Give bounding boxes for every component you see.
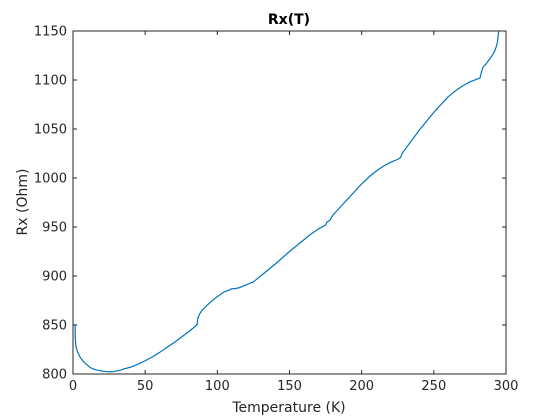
x-tick-label: 50 (137, 379, 154, 394)
y-tick-label: 850 (42, 319, 67, 334)
x-tick-label: 150 (277, 379, 302, 394)
y-tick-label: 950 (42, 221, 67, 236)
axis-ticks (72, 30, 507, 375)
x-tick-label: 250 (421, 379, 446, 394)
y-tick-label: 800 (42, 368, 67, 383)
y-tick-label: 1100 (34, 74, 67, 89)
y-tick-label: 1150 (34, 25, 67, 40)
y-tick-label: 1000 (34, 172, 67, 187)
x-tick-label: 0 (69, 379, 77, 394)
plot-area (72, 30, 507, 375)
y-tick-label: 1050 (34, 123, 67, 138)
series-line (74, 30, 500, 373)
x-tick-label: 300 (494, 379, 519, 394)
y-axis-label: Rx (Ohm) (15, 169, 31, 236)
x-axis-label: Temperature (K) (231, 400, 345, 416)
x-tick-label: 100 (205, 379, 230, 394)
x-tick-label: 200 (349, 379, 374, 394)
y-tick-label: 900 (42, 270, 67, 285)
axis-tick-labels: 0 50 100 150 200 250 300 800 850 900 950 1000 1050 11… (34, 25, 519, 395)
chart-title: Rx(T) (268, 12, 310, 28)
